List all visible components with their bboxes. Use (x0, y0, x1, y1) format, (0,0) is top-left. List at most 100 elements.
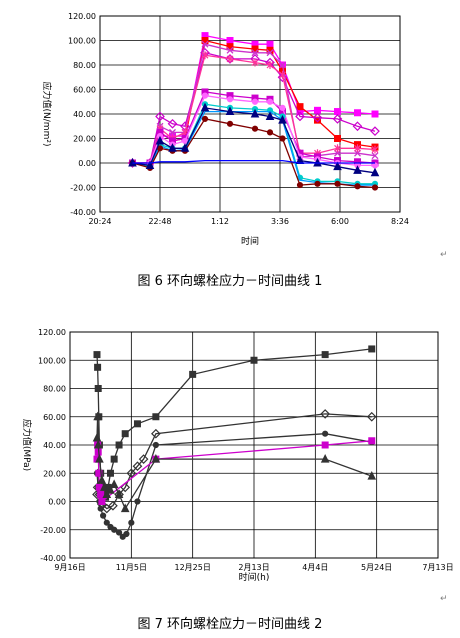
data-point-11 (151, 454, 161, 463)
data-point-6 (102, 489, 112, 498)
data-point-13 (367, 470, 377, 480)
data-point-12 (334, 108, 341, 116)
data-point-16 (189, 370, 197, 378)
data-point-17 (250, 356, 258, 364)
data-point-11 (312, 112, 323, 123)
data-point-10 (123, 530, 130, 538)
data-point-1 (93, 411, 102, 421)
data-point-6 (226, 46, 234, 54)
x-tick-label: 4月4日 (302, 563, 328, 572)
data-point-10 (296, 181, 304, 189)
data-point-12 (320, 454, 330, 463)
data-point-12 (334, 149, 341, 157)
y-tick-label: 80.00 (43, 385, 66, 394)
y-axis-label: 应力值(N/mm²) (41, 82, 53, 147)
data-point-13 (354, 183, 361, 190)
data-point-13 (354, 144, 361, 153)
data-point-5 (101, 503, 112, 514)
data-point-11 (314, 106, 321, 114)
data-point-10 (120, 503, 130, 513)
data-point-7 (251, 49, 259, 57)
data-point-7 (111, 526, 118, 533)
data-point-6 (226, 120, 234, 127)
data-point-13 (354, 149, 361, 157)
paragraph-mark: ↵ (440, 594, 448, 604)
data-point-9 (279, 61, 286, 69)
data-point-18 (321, 351, 329, 359)
data-point-10 (296, 103, 304, 111)
data-point-8 (115, 529, 123, 536)
data-point-13 (354, 109, 361, 117)
x-tick-label: 5月24日 (361, 563, 392, 572)
y-tick-label: 0.00 (78, 159, 96, 168)
data-point-6 (108, 500, 118, 511)
data-point-0 (93, 351, 101, 359)
data-point-9 (114, 489, 124, 498)
x-axis-label: 时间(h) (239, 571, 270, 583)
data-point-13 (320, 409, 330, 419)
y-tick-label: 100.00 (68, 37, 96, 46)
data-point-14 (371, 184, 379, 191)
data-point-13 (152, 441, 159, 449)
data-point-5 (200, 102, 210, 112)
data-point-6 (225, 106, 235, 116)
data-point-14 (133, 420, 141, 428)
x-tick-label: 11月5日 (116, 563, 147, 572)
data-point-2 (94, 385, 102, 392)
figure-7-caption: 图 7 环向螺栓应力－时间曲线 2 (137, 617, 323, 632)
data-point-1 (145, 160, 155, 169)
data-point-13 (353, 165, 362, 174)
data-point-7 (251, 98, 259, 105)
data-point-5 (103, 519, 110, 526)
data-point-13 (121, 430, 129, 438)
data-point-8 (109, 479, 119, 489)
data-point-2 (155, 135, 165, 145)
data-point-5 (97, 490, 105, 498)
data-point-6 (226, 54, 234, 63)
data-point-11 (128, 519, 135, 526)
data-point-9 (279, 104, 286, 111)
data-point-2 (93, 439, 103, 449)
data-point-12 (134, 498, 141, 505)
data-point-11 (138, 454, 149, 464)
data-point-3 (95, 454, 104, 463)
data-point-12 (334, 180, 341, 187)
paragraph-mark: ↵ (440, 250, 448, 260)
y-tick-label: 20.00 (43, 469, 66, 478)
series-line (96, 348, 372, 499)
data-point-5 (201, 92, 209, 99)
data-point-11 (110, 455, 118, 463)
data-point-4 (180, 143, 190, 152)
data-point-10 (106, 469, 114, 477)
x-tick-label: 7月13日 (422, 563, 453, 572)
data-point-9 (279, 135, 286, 142)
data-point-14 (371, 110, 379, 118)
data-point-5 (201, 40, 209, 48)
data-point-11 (314, 180, 321, 187)
data-point-1 (94, 363, 102, 371)
data-point-10 (295, 111, 305, 122)
data-point-8 (266, 129, 274, 136)
x-tick-label: 22:48 (148, 217, 171, 226)
data-point-10 (132, 461, 143, 472)
data-point-2 (155, 111, 165, 122)
data-point-3 (95, 469, 103, 477)
series-4 (92, 411, 377, 513)
chart-stress-time-2: -40.00 -20.00 0.00 20.00 40.00 60.00 80.00 100.… (21, 328, 454, 583)
x-tick-label: 9月16日 (54, 563, 85, 572)
data-point-14 (370, 126, 380, 136)
data-point-4 (97, 475, 107, 484)
y-tick-label: 120.00 (68, 12, 96, 21)
data-point-8 (266, 61, 274, 69)
data-point-3 (167, 118, 178, 129)
data-point-12 (115, 441, 123, 449)
data-point-14 (370, 167, 380, 177)
data-point-8 (265, 111, 275, 120)
data-point-15 (152, 413, 160, 421)
data-point-12 (333, 161, 342, 171)
x-tick-label: 8:24 (391, 217, 409, 226)
y-tick-label: 80.00 (73, 61, 96, 70)
data-point-8 (321, 441, 329, 449)
y-tick-label: -20.00 (40, 526, 66, 535)
data-point-8 (266, 98, 274, 105)
